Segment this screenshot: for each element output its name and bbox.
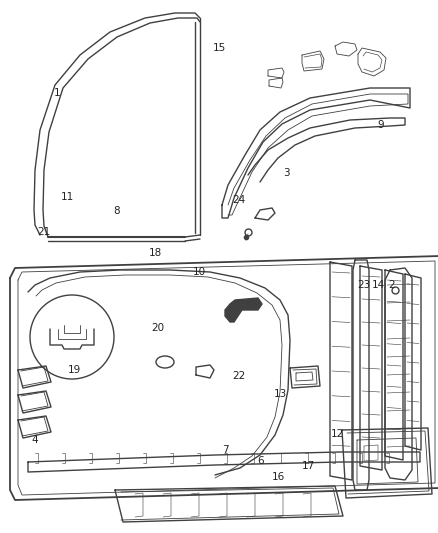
Text: 4: 4 [32, 435, 39, 445]
Text: 12: 12 [331, 430, 344, 439]
Text: 24: 24 [232, 195, 245, 205]
Text: 22: 22 [232, 371, 245, 381]
Text: 19: 19 [68, 366, 81, 375]
Text: 11: 11 [61, 192, 74, 202]
Text: 18: 18 [149, 248, 162, 258]
Text: 8: 8 [113, 206, 120, 215]
Text: 21: 21 [37, 227, 50, 237]
Text: 20: 20 [151, 323, 164, 333]
Text: 17: 17 [302, 462, 315, 471]
Text: 6: 6 [257, 456, 264, 466]
Text: 15: 15 [212, 43, 226, 53]
Text: 2: 2 [389, 280, 396, 290]
Text: 9: 9 [378, 120, 385, 130]
Text: 7: 7 [222, 446, 229, 455]
Text: 3: 3 [283, 168, 290, 178]
Text: 14: 14 [372, 280, 385, 290]
Text: 10: 10 [193, 267, 206, 277]
Text: 13: 13 [274, 390, 287, 399]
Text: 23: 23 [357, 280, 370, 290]
Polygon shape [225, 298, 262, 322]
Text: 1: 1 [53, 88, 60, 98]
Text: 16: 16 [272, 472, 285, 482]
